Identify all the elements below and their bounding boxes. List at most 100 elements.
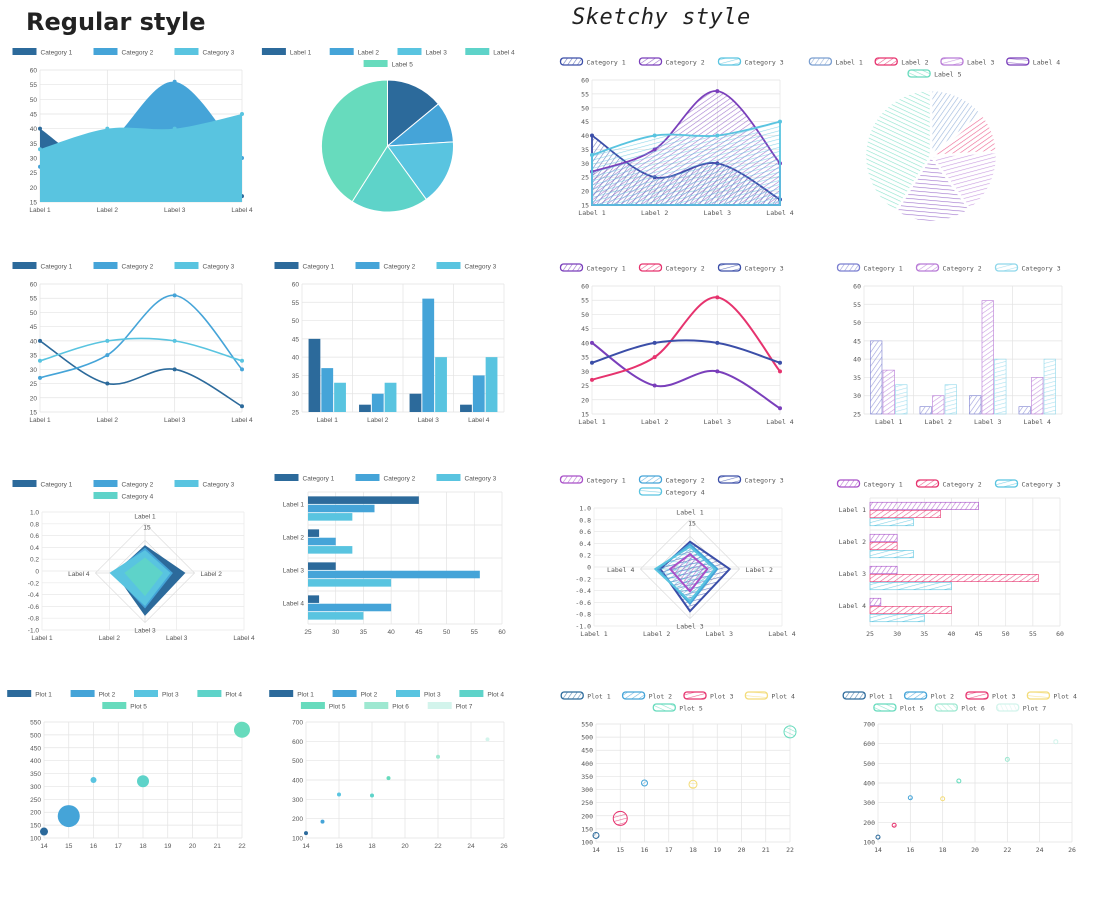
legend-swatch <box>269 690 294 697</box>
y-tick-label: 0.8 <box>579 516 591 524</box>
x-tick-label: Label 2 <box>643 630 670 638</box>
bar-category-2 <box>981 300 994 415</box>
data-point <box>240 404 244 409</box>
y-tick-label: Label 1 <box>839 506 866 514</box>
y-tick-label: 600 <box>863 740 875 748</box>
scatter-point-plot-4 <box>688 779 698 789</box>
x-tick-label: Label 3 <box>418 417 440 424</box>
data-point <box>38 338 42 343</box>
x-tick-label: 25 <box>866 630 874 638</box>
bar-category-3 <box>944 384 957 415</box>
y-tick-label: 30 <box>292 391 300 398</box>
bar-category-1 <box>869 501 979 510</box>
bar-category-1 <box>308 338 321 412</box>
y-tick-label: 50 <box>581 311 589 319</box>
data-point <box>172 293 177 298</box>
x-tick-label: Label 1 <box>580 630 607 638</box>
x-tick-label: 16 <box>335 843 343 850</box>
y-tick-label: 250 <box>30 797 41 804</box>
x-tick-label: Label 3 <box>704 418 731 426</box>
data-point <box>652 133 657 138</box>
y-tick-label: 35 <box>853 374 861 382</box>
legend-swatch <box>12 480 37 487</box>
legend-label: Plot 2 <box>361 692 378 699</box>
data-point <box>715 133 720 138</box>
legend-label: Plot 7 <box>456 704 473 711</box>
x-tick-label: Label 4 <box>768 630 795 638</box>
y-tick-label: 1.0 <box>30 510 39 517</box>
y-tick-label: 0.6 <box>30 533 39 540</box>
legend-label: Category 2 <box>943 265 982 273</box>
bar-category-1 <box>460 404 472 412</box>
legend-swatch <box>396 690 420 697</box>
y-tick-label: 0.4 <box>30 545 39 552</box>
scatter-point-plot-7 <box>485 737 490 742</box>
y-tick-label: 60 <box>853 283 861 291</box>
y-tick-label: 20 <box>30 185 38 192</box>
legend-label: Category 3 <box>745 477 784 485</box>
legend-swatch <box>915 263 940 272</box>
y-tick-label: 100 <box>581 839 593 847</box>
y-tick-label: 15 <box>581 202 589 210</box>
x-tick-label: Label 3 <box>704 209 731 217</box>
legend-swatch <box>836 479 861 488</box>
legend-label: Category 1 <box>864 481 903 489</box>
data-point <box>38 147 42 152</box>
bar-category-1 <box>308 562 336 570</box>
legend-label: Category 1 <box>41 482 73 489</box>
legend-swatch <box>994 263 1019 272</box>
legend-swatch <box>174 262 199 269</box>
y-tick-label: Label 1 <box>283 502 305 509</box>
y-tick-label: 0.2 <box>579 552 591 560</box>
legend-label: Label 4 <box>493 50 515 57</box>
legend-swatch <box>842 691 866 700</box>
legend-label: Category 3 <box>745 265 784 273</box>
legend-label: Category 3 <box>465 476 497 483</box>
scatter-chart: Plot 1 Plot 2 Plot 3 Plot 4 Plot 5 Plot 6 Plot… <box>269 690 508 850</box>
y-tick-label: 25 <box>292 410 300 417</box>
legend-swatch <box>717 263 742 272</box>
legend-label: Plot 4 <box>225 692 242 699</box>
data-point <box>38 358 42 363</box>
data-point <box>778 119 782 124</box>
y-tick-label: 50 <box>292 318 300 325</box>
data-point <box>715 369 720 374</box>
y-tick-label: 55 <box>30 296 38 303</box>
bubble-chart: Plot 1 Plot 2 Plot 3 Plot 4 Plot 5 100 150 200 2… <box>7 690 250 850</box>
bar-category-2 <box>308 603 392 612</box>
area-chart: Category 1 Category 2 Category 3 15 20 25 30 35… <box>12 48 253 214</box>
y-tick-label: -0.6 <box>28 604 40 611</box>
data-point <box>652 383 657 388</box>
y-tick-label: 30 <box>853 392 861 400</box>
legend-swatch <box>436 474 461 481</box>
radar-scale-label: 15 <box>688 519 696 527</box>
legend-label: Category 3 <box>203 482 235 489</box>
scatter-point-plot-5 <box>956 778 962 784</box>
x-tick-label: 40 <box>948 630 956 638</box>
x-tick-label: Label 4 <box>766 209 793 217</box>
legend-label: Category 3 <box>465 264 497 271</box>
legend-swatch <box>274 262 299 269</box>
bar-category-3 <box>435 357 447 412</box>
legend-label: Category 3 <box>203 264 235 271</box>
scatter-point-plot-3 <box>337 792 341 797</box>
legend-label: Category 1 <box>587 265 626 273</box>
legend-label: Category 4 <box>122 494 154 501</box>
y-tick-label: 15 <box>30 200 38 207</box>
legend-swatch <box>274 474 299 481</box>
y-tick-label: 35 <box>30 141 38 148</box>
y-tick-label: 40 <box>853 356 861 364</box>
y-tick-label: 350 <box>581 773 593 781</box>
y-tick-label: 25 <box>581 174 589 182</box>
radar-axis-label: Label 3 <box>134 628 156 635</box>
y-tick-label: 40 <box>581 132 589 140</box>
y-tick-label: 45 <box>853 337 861 345</box>
y-tick-label: 0.2 <box>30 557 39 564</box>
y-tick-label: 15 <box>581 411 589 419</box>
x-tick-label: Label 1 <box>31 635 53 642</box>
y-tick-label: 0 <box>587 564 591 572</box>
bar-category-2 <box>869 542 898 550</box>
y-tick-label: 50 <box>581 104 589 112</box>
x-tick-label: Label 1 <box>29 207 51 214</box>
scatter-point-plot-5 <box>234 721 250 738</box>
